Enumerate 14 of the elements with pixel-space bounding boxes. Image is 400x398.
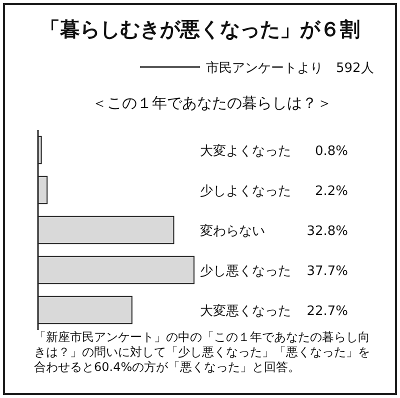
- data-label: 22.7%: [306, 304, 348, 319]
- y-tick-label: 変わらない: [200, 223, 265, 239]
- y-tick-label: 大変悪くなった: [200, 303, 291, 319]
- text: 市民アンケートより 592人: [206, 61, 374, 76]
- data-label: 2.2%: [314, 184, 348, 199]
- data-label: 32.8%: [306, 224, 348, 239]
- annotation: 「新座市民アンケート」の中の「この１年であなたの暮らし向きは？」の問いに対して「少し悪くなった」「悪くなった」を合わせると60.4%の方が「悪くなった」と回答。: [34, 330, 371, 375]
- data-label: 37.7%: [306, 264, 348, 279]
- y-tick-label: 少しよくなった: [200, 184, 291, 199]
- y-tick-label: 少し悪くなった: [200, 264, 291, 279]
- chart-title: 「暮らしむきが悪くなった」が６割: [40, 17, 360, 41]
- y-tick-label: 大変よくなった: [200, 143, 291, 159]
- x-axis-title: ＜この１年であなたの暮らしは？＞: [92, 94, 332, 112]
- data-label: 0.8%: [314, 144, 348, 159]
